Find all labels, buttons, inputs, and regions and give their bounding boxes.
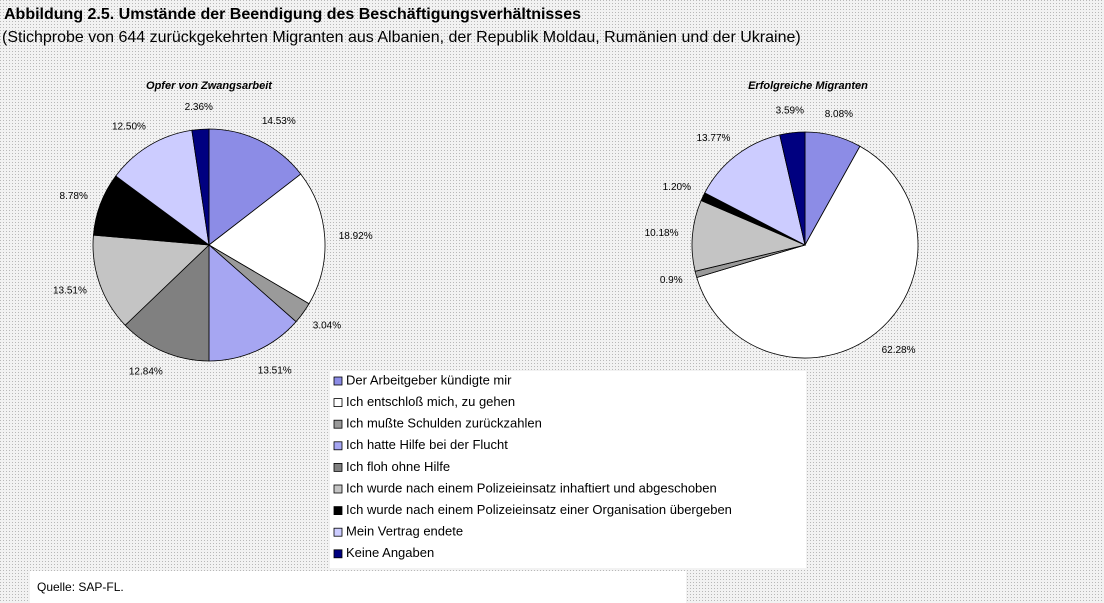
slice-label: 18.92%	[339, 231, 373, 242]
pie-slice	[208, 128, 302, 246]
slice-label: 13.77%	[697, 133, 731, 144]
pie-slice	[208, 244, 297, 362]
pie-slice	[92, 234, 210, 326]
legend-label: Ich entschloß mich, zu gehen	[346, 394, 515, 409]
legend-swatch	[333, 527, 343, 537]
slice-label: 0.9%	[660, 275, 683, 286]
legend-swatch	[333, 398, 343, 408]
slice-label: 3.59%	[776, 105, 804, 116]
slice-label: 12.50%	[112, 121, 146, 132]
legend-label: Ich wurde nach einem Polizeieinsatz inha…	[346, 480, 717, 495]
legend-label: Der Arbeitgeber kündigte mir	[346, 372, 512, 387]
pie-title: Erfolgreiche Migranten	[748, 80, 868, 92]
legend-swatch	[333, 506, 343, 516]
pie-slice	[779, 131, 806, 246]
pie-title: Opfer von Zwangsarbeit	[146, 80, 273, 92]
slice-label: 2.36%	[185, 102, 213, 113]
pie-slice	[115, 129, 210, 246]
pie-slice	[208, 173, 326, 305]
legend-swatch	[333, 441, 343, 451]
legend-box	[330, 371, 806, 568]
legend-label: Ich mußte Schulden zurückzahlen	[346, 416, 542, 431]
pie-slice	[696, 145, 919, 359]
slice-label: 62.28%	[882, 345, 916, 356]
slice-label: 12.84%	[129, 367, 163, 378]
pie-slice	[124, 244, 210, 362]
slice-label: 13.51%	[53, 286, 87, 297]
legend-label: Ich wurde nach einem Polizeieinsatz eine…	[346, 502, 732, 517]
legend-label: Ich floh ohne Hilfe	[346, 459, 450, 474]
legend-swatch	[333, 484, 343, 494]
subtitle: (Stichprobe von 644 zurückgekehrten Migr…	[2, 29, 801, 46]
legend-label: Mein Vertrag endete	[346, 524, 463, 539]
title: Abbildung 2.5. Umstände der Beendigung d…	[4, 6, 581, 23]
legend-label: Ich hatte Hilfe bei der Flucht	[346, 437, 508, 452]
pie-slice	[691, 199, 807, 272]
slice-label: 8.08%	[825, 109, 853, 120]
source: Quelle: SAP-FL.	[37, 580, 124, 594]
pie-slice	[704, 134, 806, 246]
source-box	[30, 571, 686, 603]
legend-swatch	[333, 419, 343, 429]
legend-label: Keine Angaben	[346, 545, 434, 560]
legend-swatch	[333, 376, 343, 386]
slice-label: 14.53%	[262, 116, 296, 127]
slice-label: 3.04%	[313, 321, 341, 332]
slice-label: 8.78%	[60, 191, 88, 202]
slice-label: 13.51%	[258, 365, 292, 376]
pie-slice	[191, 128, 210, 246]
legend-swatch	[333, 549, 343, 559]
slice-label: 10.18%	[645, 228, 679, 239]
slice-label: 1.20%	[663, 182, 691, 193]
legend-swatch	[333, 462, 343, 472]
